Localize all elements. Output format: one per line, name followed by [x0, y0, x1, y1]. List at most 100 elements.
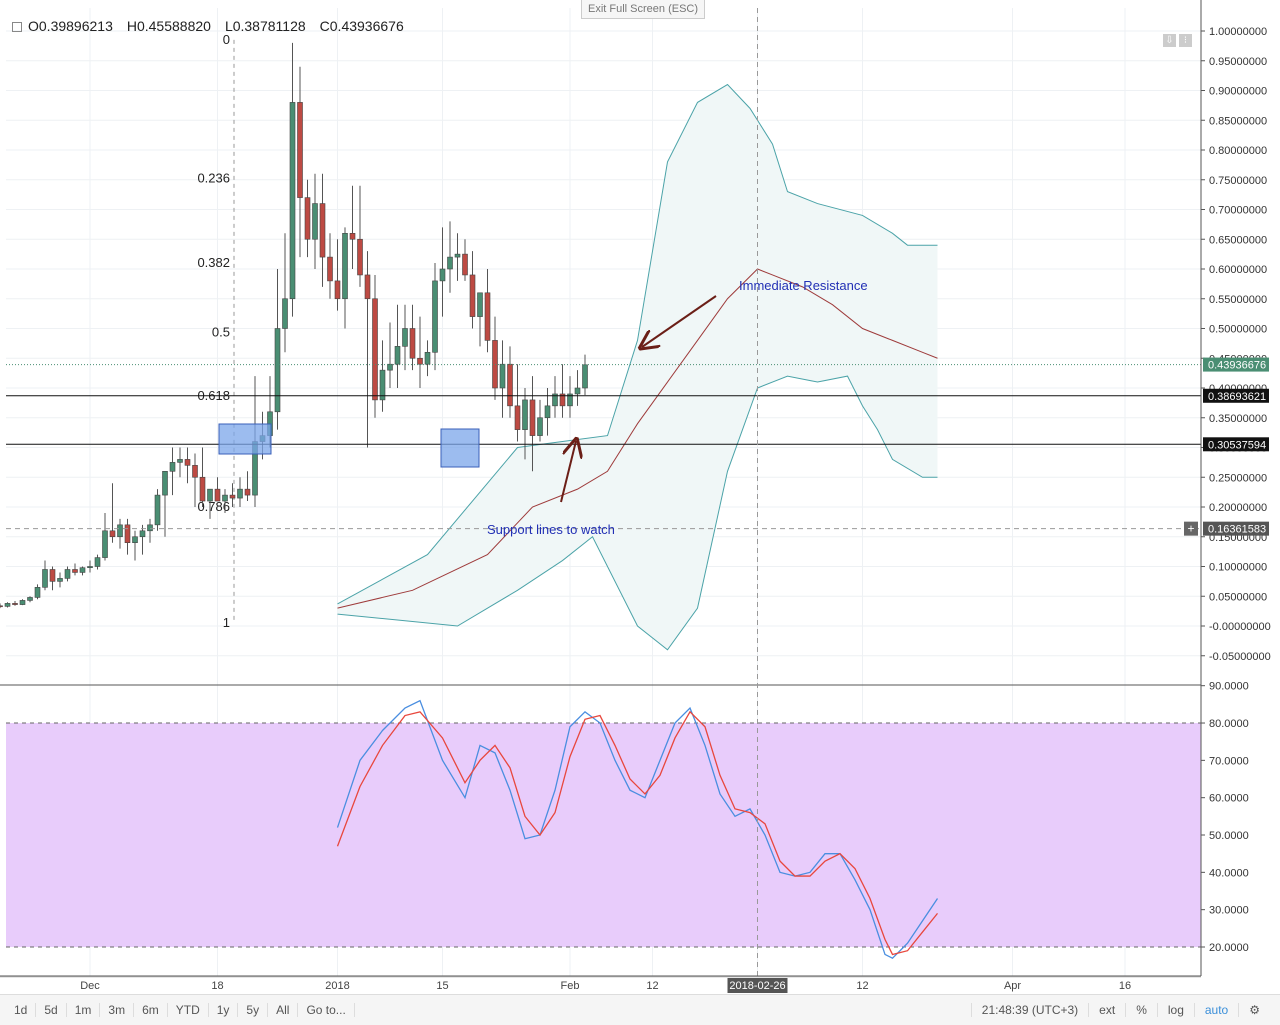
- candle-down: [244, 488, 251, 496]
- candle-up: [379, 369, 386, 401]
- time-tick-label: Apr: [1004, 980, 1021, 992]
- price-tick-label: 0.65000000: [1209, 234, 1267, 246]
- support-arrow: [560, 441, 576, 503]
- time-tick-label: Dec: [80, 980, 100, 992]
- price-tick-label: 0.25000000: [1209, 472, 1267, 484]
- range-5y[interactable]: 5y: [238, 1003, 269, 1017]
- candle-up: [544, 405, 551, 419]
- candle-up: [177, 459, 183, 463]
- range-selector: 1d 5d 1m 3m 6m YTD 1y 5y All Go to...: [6, 995, 355, 1025]
- stoch-tick-label: 50.0000: [1209, 830, 1249, 842]
- candle-up: [162, 470, 168, 496]
- percent-toggle[interactable]: %: [1125, 1003, 1157, 1017]
- log-toggle[interactable]: log: [1156, 1003, 1194, 1017]
- clock-readout: 21:48:39 (UTC+3): [970, 1003, 1088, 1017]
- candle-down: [514, 405, 521, 430]
- candle-up: [342, 233, 348, 300]
- candle-up: [552, 393, 558, 407]
- fib-label: 0.382: [197, 255, 230, 270]
- candle-up: [537, 417, 543, 436]
- candle-up: [289, 102, 296, 300]
- line-price-tag: 0.30537594: [1208, 439, 1266, 451]
- candle-up: [447, 256, 453, 270]
- candle-up: [582, 364, 588, 389]
- fib-label: 0.5: [212, 325, 230, 340]
- high-value: H0.45588820: [126, 18, 211, 34]
- candle-down: [349, 233, 356, 240]
- range-5d[interactable]: 5d: [36, 1003, 67, 1017]
- candle-down: [192, 465, 198, 478]
- range-all[interactable]: All: [268, 1003, 299, 1017]
- price-tick-label: 0.75000000: [1209, 175, 1267, 187]
- price-tick-label: 0.55000000: [1209, 294, 1267, 306]
- price-tick-label: 0.50000000: [1209, 324, 1267, 336]
- candle-up: [454, 253, 461, 258]
- candle-down: [49, 569, 56, 582]
- lower-band: [337, 375, 938, 651]
- scale-options: 21:48:39 (UTC+3) ext % log auto ⚙: [970, 995, 1270, 1025]
- candle-up: [394, 346, 401, 365]
- ext-toggle[interactable]: ext: [1088, 1003, 1125, 1017]
- annotation-support: Support lines to watch: [487, 522, 615, 537]
- highlight-box: [440, 428, 480, 468]
- range-1m[interactable]: 1m: [67, 1003, 101, 1017]
- stochastic-panel: [6, 699, 1201, 959]
- stoch-tick-label: 90.0000: [1209, 681, 1249, 693]
- settings-icon[interactable]: ⁝: [1179, 34, 1192, 47]
- time-tick-label: 2018: [325, 980, 349, 992]
- stoch-tick-label: 70.0000: [1209, 755, 1249, 767]
- range-1d[interactable]: 1d: [6, 1003, 37, 1017]
- stoch-tick-label: 80.0000: [1209, 718, 1249, 730]
- candle-down: [327, 256, 333, 282]
- gear-icon[interactable]: ⚙: [1238, 1003, 1270, 1017]
- candle-down: [357, 238, 363, 276]
- line-price-tag-bg: [1203, 437, 1269, 452]
- candle-up: [424, 351, 431, 365]
- price-tick-label: 1.00000000: [1209, 26, 1267, 38]
- price-tick-label: 0.60000000: [1209, 264, 1267, 276]
- time-tick-label: 12: [856, 980, 868, 992]
- candle-up: [237, 488, 243, 499]
- price-tick-label: 0.70000000: [1209, 205, 1267, 217]
- price-tick-label: -0.05000000: [1209, 651, 1271, 663]
- candle-up: [27, 597, 33, 601]
- current-price-tag: 0.43936676: [1208, 360, 1266, 372]
- range-3m[interactable]: 3m: [100, 1003, 135, 1017]
- time-tick-label: Feb: [561, 980, 580, 992]
- price-tick-label: 0.35000000: [1209, 413, 1267, 425]
- candle-up: [432, 280, 438, 353]
- range-ytd[interactable]: YTD: [168, 1003, 209, 1017]
- candle-up: [117, 524, 123, 538]
- candle-up: [64, 569, 71, 579]
- price-tick-label: 0.10000000: [1209, 562, 1267, 574]
- price-tick-label: 0.20000000: [1209, 502, 1267, 514]
- candle-down: [364, 274, 371, 300]
- stoch-tick-label: 60.0000: [1209, 793, 1249, 805]
- band-fill: [337, 84, 938, 650]
- candle-down: [462, 253, 468, 276]
- candle-up: [94, 557, 101, 567]
- candle-up: [477, 292, 483, 317]
- ohlc-readout: O0.39896213 H0.45588820 L0.38781128 C0.4…: [12, 18, 404, 34]
- time-tick-label: 18: [211, 980, 223, 992]
- candle-down: [72, 569, 78, 573]
- open-value: O0.39896213: [28, 18, 113, 34]
- fib-label: 0.236: [197, 171, 230, 186]
- candle-up: [402, 328, 408, 347]
- download-icon[interactable]: ⇩: [1163, 34, 1176, 47]
- goto-button[interactable]: Go to...: [298, 1003, 355, 1017]
- auto-toggle[interactable]: auto: [1193, 1003, 1238, 1017]
- candle-down: [559, 393, 566, 407]
- close-value: C0.43936676: [319, 18, 404, 34]
- axis-bg: [1201, 0, 1280, 994]
- candle-up: [499, 363, 506, 389]
- range-1y[interactable]: 1y: [209, 1003, 239, 1017]
- fib-label: 1: [223, 615, 230, 630]
- annotations: Immediate Resistance Support lines to wat…: [487, 278, 868, 537]
- candle-up: [132, 536, 138, 543]
- candle-up: [147, 524, 153, 532]
- exit-fullscreen-button[interactable]: Exit Full Screen (ESC): [581, 0, 705, 19]
- range-6m[interactable]: 6m: [134, 1003, 168, 1017]
